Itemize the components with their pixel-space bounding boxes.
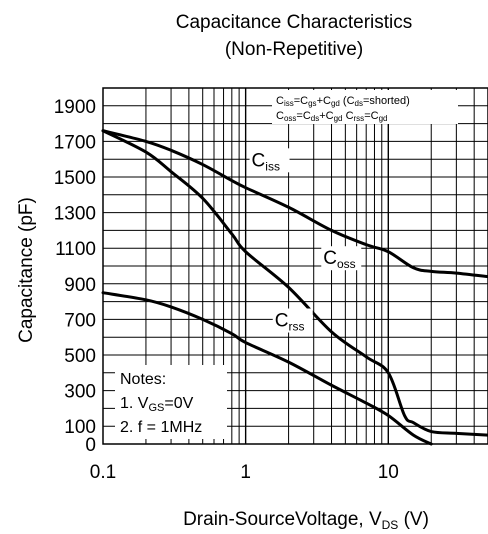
x-axis-label-main: Drain-SourceVoltage, V: [183, 509, 382, 530]
x-tick-label: 1: [240, 462, 251, 483]
series-line-oss: [101, 129, 488, 437]
y-tick-label: 1700: [54, 132, 96, 153]
series-label-iss: Ciss: [252, 150, 280, 173]
series-label-oss: Coss: [323, 248, 355, 271]
y-tick-label: 100: [64, 417, 96, 438]
y-tick-label: 1100: [55, 239, 96, 260]
y-tick-label: 1300: [54, 204, 96, 225]
x-axis-label-sub: DS: [382, 518, 399, 532]
notes-bg: [115, 365, 227, 439]
y-tick-label: 0: [85, 435, 96, 456]
series-label-bg: [321, 246, 362, 271]
y-tick-label: 1900: [54, 97, 96, 118]
notes-line-2: 2. f = 1MHz: [120, 419, 202, 436]
series-line-iss: [101, 129, 488, 279]
formula-annotation: Ciss=Cgs+Cgd (Cds=shorted) Coss=Cds+Cgd C…: [272, 90, 458, 124]
annotation-line-2: Coss=Cds+Cgd Crss=Cgd: [276, 110, 387, 123]
x-tick-label: 10: [378, 462, 399, 483]
y-tick-label: 1500: [54, 168, 96, 189]
tick-labels: 0.1 1 100100300500700900110013001500170019…: [54, 97, 399, 483]
series-line-rss: [101, 291, 433, 446]
y-tick-label: 300: [64, 382, 96, 403]
notes-heading: Notes:: [120, 371, 166, 388]
series-label-bg: [249, 148, 290, 173]
notes-box: Notes: 1. VGS=0V 2. f = 1MHz: [115, 365, 227, 439]
chart-title: Capacitance Characteristics: [176, 12, 413, 33]
annotation-line-1: Ciss=Cgs+Cgd (Cds=shorted): [276, 95, 410, 108]
y-tick-label: 900: [64, 275, 96, 296]
y-axis-label: Capacitance (pF): [16, 197, 37, 343]
x-axis-label: Drain-SourceVoltage, VDS (V): [183, 509, 429, 532]
x-tick-label: 0.1: [90, 462, 116, 483]
annotation-bg: [272, 90, 458, 124]
y-tick-label: 500: [64, 346, 96, 367]
series-lines: [101, 129, 488, 446]
y-tick-label: 700: [64, 310, 96, 331]
series-label-rss: Crss: [275, 311, 305, 334]
series-label-bg: [272, 308, 313, 333]
series-labels: Ciss Coss Crss: [249, 148, 362, 334]
x-axis-label-unit: (V): [398, 509, 429, 530]
notes-line-1: 1. VGS=0V: [120, 395, 194, 414]
chart-subtitle: (Non-Repetitive): [225, 39, 363, 60]
